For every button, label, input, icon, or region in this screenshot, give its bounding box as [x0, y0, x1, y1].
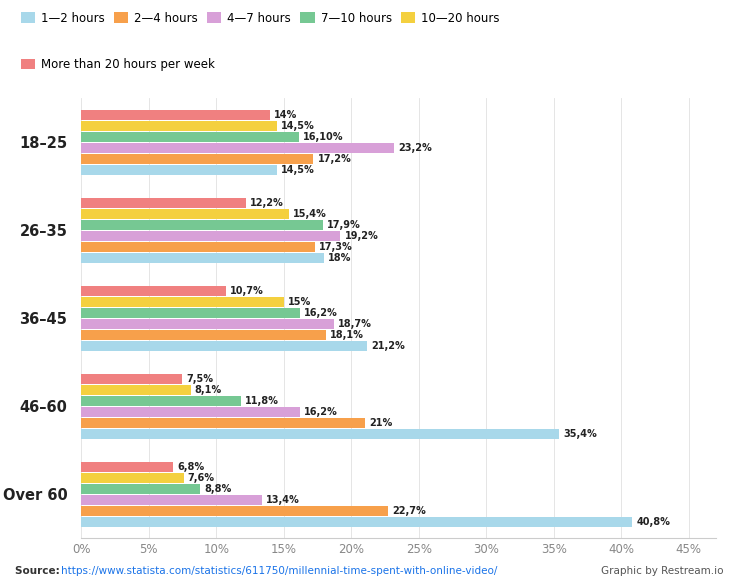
Text: 8,8%: 8,8% — [204, 484, 231, 494]
Bar — [81, 374, 182, 384]
Bar — [81, 429, 559, 439]
Bar — [81, 308, 300, 318]
Text: 17,2%: 17,2% — [317, 154, 351, 164]
Text: 7,5%: 7,5% — [187, 374, 213, 384]
Bar — [81, 297, 283, 307]
Text: 16,10%: 16,10% — [303, 132, 343, 142]
Text: 15,4%: 15,4% — [293, 209, 327, 219]
Bar — [81, 132, 299, 142]
Text: 17,9%: 17,9% — [327, 220, 361, 230]
Text: 8,1%: 8,1% — [195, 385, 221, 395]
Text: 16,2%: 16,2% — [304, 407, 338, 417]
Bar — [81, 319, 334, 329]
Text: 16,2%: 16,2% — [304, 308, 338, 318]
Bar — [81, 418, 365, 428]
Legend: 1—2 hours, 2—4 hours, 4—7 hours, 7—10 hours, 10—20 hours: 1—2 hours, 2—4 hours, 4—7 hours, 7—10 ho… — [21, 12, 500, 25]
Bar — [81, 209, 289, 219]
Bar — [81, 231, 340, 241]
Bar — [81, 110, 270, 120]
Text: 7,6%: 7,6% — [188, 473, 215, 483]
Bar — [81, 396, 241, 406]
Bar — [81, 121, 277, 131]
Bar — [81, 165, 277, 175]
Bar — [81, 198, 246, 208]
Text: 19,2%: 19,2% — [345, 231, 379, 241]
Text: 15%: 15% — [288, 297, 311, 307]
Text: 18%: 18% — [328, 253, 352, 263]
Text: 10,7%: 10,7% — [230, 286, 263, 296]
Text: 12,2%: 12,2% — [250, 198, 283, 208]
Text: Graphic by Restream.io: Graphic by Restream.io — [601, 566, 723, 576]
Text: 14,5%: 14,5% — [281, 121, 315, 131]
Text: 21,2%: 21,2% — [371, 341, 405, 351]
Bar — [81, 517, 632, 527]
Bar — [81, 220, 323, 230]
Text: 14,5%: 14,5% — [281, 165, 315, 175]
Bar — [81, 506, 387, 516]
Bar — [81, 143, 395, 153]
Bar — [81, 484, 200, 494]
Text: 18,1%: 18,1% — [330, 330, 364, 340]
Bar — [81, 253, 324, 263]
Bar — [81, 286, 226, 296]
Text: 23,2%: 23,2% — [399, 143, 432, 153]
Text: 13,4%: 13,4% — [266, 495, 300, 505]
Text: 18,7%: 18,7% — [338, 319, 372, 329]
Bar — [81, 407, 300, 417]
Text: 40,8%: 40,8% — [636, 517, 670, 527]
Text: 17,3%: 17,3% — [319, 242, 353, 252]
Legend: More than 20 hours per week: More than 20 hours per week — [21, 58, 215, 71]
Bar — [81, 385, 190, 395]
Text: Source:: Source: — [15, 566, 63, 576]
Text: 6,8%: 6,8% — [177, 462, 204, 472]
Bar — [81, 154, 314, 164]
Bar — [81, 242, 315, 252]
Text: 22,7%: 22,7% — [392, 506, 426, 516]
Bar — [81, 462, 173, 472]
Bar — [81, 473, 184, 483]
Text: 35,4%: 35,4% — [563, 429, 597, 439]
Text: 11,8%: 11,8% — [244, 396, 278, 406]
Bar — [81, 330, 325, 340]
Bar — [81, 495, 262, 505]
Text: 14%: 14% — [275, 110, 297, 120]
Text: 21%: 21% — [369, 418, 392, 428]
Bar — [81, 341, 368, 351]
Text: https://www.statista.com/statistics/611750/millennial-time-spent-with-online-vid: https://www.statista.com/statistics/6117… — [61, 566, 497, 576]
